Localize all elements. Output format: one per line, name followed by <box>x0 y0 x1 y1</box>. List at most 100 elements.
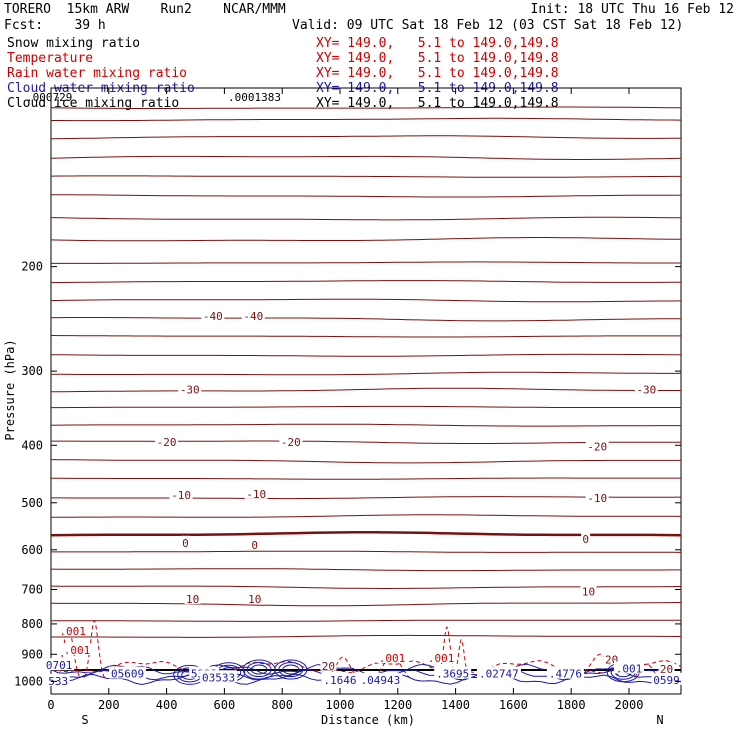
rain-label-bg <box>57 624 88 637</box>
y-axis-label: Pressure (hPa) <box>3 339 17 440</box>
isotherm <box>50 280 681 284</box>
cloud-water-label: 0599 <box>653 674 680 687</box>
cloud-water-label: 05609 <box>111 668 144 681</box>
temperature-label-bg <box>184 591 201 604</box>
temperature-label: -30 <box>180 383 200 396</box>
cloud-water-label: .02747 <box>479 668 519 681</box>
valid-time: Valid: 09 UTC Sat 18 Feb 12 (03 CST Sat … <box>292 18 684 33</box>
temperature-label-bg <box>585 439 609 452</box>
rain-label-bg <box>426 650 457 663</box>
temperature-label-bg <box>320 658 337 671</box>
temperature-label-bg <box>603 652 620 665</box>
temperature-label: -40 <box>203 310 223 323</box>
temperature-label-bg <box>580 584 597 597</box>
temperature-label-bg <box>250 538 260 551</box>
x-tick-label: 1200 <box>383 698 412 712</box>
isotherm <box>50 135 681 140</box>
cloud-water-label: 533 <box>48 675 68 688</box>
temperature-label-bg <box>201 308 225 321</box>
isotherm <box>50 353 681 357</box>
cloud-water-cell <box>250 664 268 675</box>
cloud-water-label-bg <box>200 670 238 683</box>
cloud-water-cell <box>282 664 300 675</box>
temperature-label: -20 <box>281 436 301 449</box>
temperature-label-bg <box>585 491 609 504</box>
isotherm <box>50 317 681 322</box>
isotherm <box>51 550 682 553</box>
temperature-label: 0 <box>182 537 189 550</box>
rain-contour <box>453 639 470 678</box>
isotherm <box>50 216 682 221</box>
y-tick-label: 400 <box>21 438 43 452</box>
x-tick-label: 1000 <box>326 698 355 712</box>
temperature-label: 10 <box>582 586 595 599</box>
temperature-contours <box>50 106 682 638</box>
cloud-water-label-bg <box>476 666 521 679</box>
field-xy-range: XY= 149.0, 5.1 to 149.0,149.8 <box>316 36 559 51</box>
temperature-label: 0 <box>582 533 589 546</box>
isotherm <box>51 117 682 122</box>
cloud-water-label: 0701 <box>46 659 73 672</box>
isotherm <box>51 477 681 480</box>
forecast-hour: Fcst: 39 h <box>4 18 106 33</box>
temperature-label-bg <box>581 531 591 544</box>
field-xy-range: XY= 149.0, 5.1 to 149.0,149.8 <box>316 66 559 81</box>
x-tick-label: 200 <box>98 698 120 712</box>
temperature-label-bg <box>169 487 193 500</box>
temperature-label: -20 <box>157 436 177 449</box>
cloud-water-label: .04943 <box>361 674 401 687</box>
isotherm <box>51 261 681 264</box>
top-contour-label: .0001383 <box>228 91 281 104</box>
temperature-label: -20 <box>587 441 607 454</box>
top-contour-label: .000729 <box>26 91 72 104</box>
cloud-water-label-bg <box>358 672 403 685</box>
temperature-label: -10 <box>246 488 266 501</box>
temperature-label-bg <box>241 308 265 321</box>
cloud-water-cell <box>278 662 304 678</box>
isotherm <box>51 634 682 638</box>
isotherm <box>50 106 681 109</box>
isotherm <box>50 459 681 464</box>
temperature-label-bg <box>658 662 675 675</box>
cloud-water-label-bg <box>613 661 644 674</box>
x-tick-label: 2000 <box>615 698 644 712</box>
field-name: Temperature <box>7 51 94 66</box>
y-tick-label: 800 <box>21 617 43 631</box>
temperature-label: 10 <box>186 593 199 606</box>
temperature-label: 0 <box>251 539 258 552</box>
x-tick-label: 1600 <box>499 698 528 712</box>
temperature-label-bg <box>180 535 190 548</box>
cloud-water-label-bg <box>321 672 359 685</box>
temperature-label: 20 <box>660 663 673 676</box>
cloud-water-cell <box>274 659 308 680</box>
isotherm <box>50 602 682 607</box>
y-tick-label: 900 <box>21 647 43 661</box>
isotherm <box>50 335 681 338</box>
isotherm <box>50 514 682 518</box>
isotherm <box>50 237 682 242</box>
temperature-label: -10 <box>587 492 607 505</box>
temperature-label: 10 <box>248 593 261 606</box>
rain-label: .001 <box>379 652 406 665</box>
isotherm <box>50 568 681 572</box>
temperature-label: 20 <box>322 660 335 673</box>
isotherm <box>50 531 682 537</box>
isotherm <box>51 619 681 622</box>
y-tick-label: 700 <box>21 583 43 597</box>
cloud-water-label-bg <box>651 672 682 685</box>
temperature-label: -40 <box>243 310 263 323</box>
x-tick-label: 800 <box>271 698 293 712</box>
init-time: Init: 18 UTC Thu 16 Feb 12 <box>530 2 735 17</box>
cloud-water-label-bg <box>434 666 472 679</box>
cloud-water-label-bg <box>46 673 70 686</box>
cloud-water-label-bg <box>546 666 584 679</box>
field-name: Snow mixing ratio <box>7 36 141 51</box>
temperature-label-bg <box>246 591 263 604</box>
isotherm <box>50 155 682 160</box>
model-title: TORERO 15km ARW Run2 NCAR/MMM <box>4 2 286 17</box>
cloud-water-label: .1646 <box>323 674 356 687</box>
cloud-water-label-bg <box>109 666 147 679</box>
isotherm <box>50 585 682 590</box>
x-tick-label: 1800 <box>557 698 586 712</box>
